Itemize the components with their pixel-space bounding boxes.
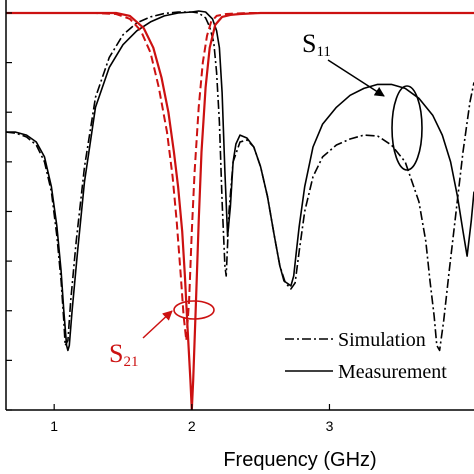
s11-ellipse — [391, 85, 423, 171]
ticks-layer: 1 2 3 — [6, 12, 334, 434]
x-axis-title: Frequency (GHz) — [223, 449, 376, 471]
series-layer — [6, 10, 474, 410]
svg-text:S11: S11 — [302, 29, 331, 60]
s11-label-sub: 11 — [316, 44, 330, 60]
series-line-s21-simulation — [6, 12, 474, 342]
s21-arrow — [142, 310, 173, 339]
s11-annotation: S11 — [302, 29, 423, 171]
s21-ellipse — [173, 300, 215, 320]
s11-label-main: S — [302, 29, 316, 58]
legend-simulation-label: Simulation — [338, 329, 426, 351]
svg-text:S21: S21 — [109, 339, 138, 370]
legend-measurement-label: Measurement — [338, 361, 447, 383]
s21-label-main: S — [109, 339, 123, 368]
x-tick-label: 3 — [326, 418, 334, 434]
legend: Simulation Measurement — [285, 329, 447, 383]
x-tick-label: 1 — [50, 418, 58, 434]
s21-annotation: S21 — [109, 300, 215, 370]
s11-arrow — [327, 59, 385, 97]
s21-label-sub: 21 — [123, 354, 138, 370]
series-line-s11-simulation — [6, 11, 474, 352]
x-tick-label: 2 — [188, 418, 196, 434]
series-line-s11-measurement — [6, 10, 474, 352]
